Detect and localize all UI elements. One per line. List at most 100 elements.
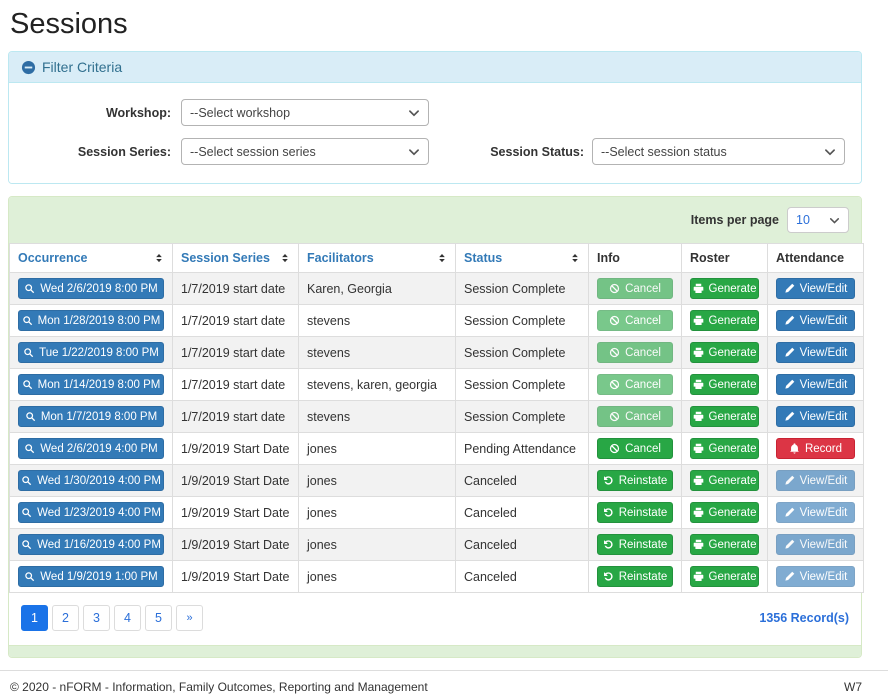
column-header-roster: Roster xyxy=(682,244,768,273)
printer-icon xyxy=(693,347,704,358)
session-series-cell: 1/7/2019 start date xyxy=(173,337,299,369)
generate-button[interactable]: Generate xyxy=(690,470,759,491)
reinstate-icon xyxy=(603,571,614,582)
copyright-text: © 2020 - nFORM - Information, Family Out… xyxy=(10,680,428,694)
session-series-cell: 1/9/2019 Start Date xyxy=(173,497,299,529)
table-row: Wed 2/6/2019 4:00 PM 1/9/2019 Start Date… xyxy=(10,433,864,465)
occurrence-button[interactable]: Wed 1/9/2019 1:00 PM xyxy=(18,566,164,587)
column-header-attendance: Attendance xyxy=(768,244,864,273)
generate-button[interactable]: Generate xyxy=(690,310,759,331)
pencil-icon xyxy=(784,379,795,390)
pencil-icon xyxy=(784,571,795,582)
pagination: 1 2 3 4 5 » xyxy=(21,605,203,631)
session-series-select-value: --Select session series xyxy=(190,145,316,159)
view-edit-button[interactable]: View/Edit xyxy=(776,310,855,331)
view-edit-button[interactable]: View/Edit xyxy=(776,278,855,299)
generate-button[interactable]: Generate xyxy=(690,374,759,395)
table-row: Wed 1/30/2019 4:00 PM 1/9/2019 Start Dat… xyxy=(10,465,864,497)
cancel-button[interactable]: Cancel xyxy=(597,438,673,459)
facilitators-cell: stevens xyxy=(299,337,456,369)
occurrence-button[interactable]: Wed 1/16/2019 4:00 PM xyxy=(18,534,164,555)
occurrence-button[interactable]: Tue 1/22/2019 8:00 PM xyxy=(18,342,164,363)
cancel-button: Cancel xyxy=(597,406,673,427)
version-text: W7 xyxy=(844,680,862,694)
occurrence-button[interactable]: Mon 1/7/2019 8:00 PM xyxy=(18,406,164,427)
generate-button[interactable]: Generate xyxy=(690,278,759,299)
session-status-select[interactable]: --Select session status xyxy=(592,138,845,165)
table-heading: Items per page 10 xyxy=(9,197,861,243)
search-icon xyxy=(21,539,32,550)
record-button[interactable]: Record xyxy=(776,438,855,459)
reinstate-button[interactable]: Reinstate xyxy=(597,470,673,491)
pencil-icon xyxy=(784,315,795,326)
column-header-session-series[interactable]: Session Series xyxy=(173,244,299,273)
items-per-page-select[interactable]: 10 xyxy=(787,207,849,233)
session-series-cell: 1/9/2019 Start Date xyxy=(173,465,299,497)
session-series-cell: 1/7/2019 start date xyxy=(173,305,299,337)
generate-button[interactable]: Generate xyxy=(690,502,759,523)
facilitators-cell: jones xyxy=(299,497,456,529)
occurrence-button[interactable]: Mon 1/14/2019 8:00 PM xyxy=(18,374,164,395)
reinstate-button[interactable]: Reinstate xyxy=(597,566,673,587)
column-header-occurrence[interactable]: Occurrence xyxy=(10,244,173,273)
table-row: Wed 2/6/2019 8:00 PM 1/7/2019 start date… xyxy=(10,273,864,305)
panel-footer-strip xyxy=(9,645,861,657)
pagination-row: 1 2 3 4 5 » 1356 Record(s) xyxy=(9,593,861,645)
column-header-status[interactable]: Status xyxy=(456,244,589,273)
facilitators-cell: Karen, Georgia xyxy=(299,273,456,305)
workshop-select[interactable]: --Select workshop xyxy=(181,99,429,126)
table-row: Wed 1/23/2019 4:00 PM 1/9/2019 Start Dat… xyxy=(10,497,864,529)
status-cell: Canceled xyxy=(456,497,589,529)
page-title: Sessions xyxy=(10,8,888,41)
pencil-icon xyxy=(784,539,795,550)
page-button-4[interactable]: 4 xyxy=(114,605,141,631)
generate-button[interactable]: Generate xyxy=(690,534,759,555)
cancel-button: Cancel xyxy=(597,342,673,363)
next-page-button[interactable]: » xyxy=(176,605,203,631)
page-button-5[interactable]: 5 xyxy=(145,605,172,631)
pencil-icon xyxy=(784,283,795,294)
search-icon xyxy=(21,507,32,518)
workshop-select-value: --Select workshop xyxy=(190,106,290,120)
column-header-facilitators[interactable]: Facilitators xyxy=(299,244,456,273)
pencil-icon xyxy=(784,475,795,486)
facilitators-cell: stevens xyxy=(299,401,456,433)
occurrence-button[interactable]: Wed 2/6/2019 8:00 PM xyxy=(18,278,164,299)
generate-button[interactable]: Generate xyxy=(690,342,759,363)
occurrence-button[interactable]: Mon 1/28/2019 8:00 PM xyxy=(18,310,164,331)
occurrence-button[interactable]: Wed 1/30/2019 4:00 PM xyxy=(18,470,164,491)
facilitators-cell: jones xyxy=(299,433,456,465)
workshop-label: Workshop: xyxy=(21,106,171,120)
sessions-table: Occurrence Session Series Facilitators S… xyxy=(9,243,864,593)
page-button-2[interactable]: 2 xyxy=(52,605,79,631)
facilitators-cell: jones xyxy=(299,529,456,561)
filter-criteria-header[interactable]: Filter Criteria xyxy=(9,52,861,83)
page-button-3[interactable]: 3 xyxy=(83,605,110,631)
occurrence-button[interactable]: Wed 2/6/2019 4:00 PM xyxy=(18,438,164,459)
chevron-down-icon xyxy=(408,107,420,119)
reinstate-button[interactable]: Reinstate xyxy=(597,534,673,555)
session-series-cell: 1/9/2019 Start Date xyxy=(173,529,299,561)
generate-button[interactable]: Generate xyxy=(690,406,759,427)
status-cell: Canceled xyxy=(456,529,589,561)
page-button-1[interactable]: 1 xyxy=(21,605,48,631)
generate-button[interactable]: Generate xyxy=(690,566,759,587)
view-edit-button[interactable]: View/Edit xyxy=(776,406,855,427)
session-series-select[interactable]: --Select session series xyxy=(181,138,429,165)
table-row: Tue 1/22/2019 8:00 PM 1/7/2019 start dat… xyxy=(10,337,864,369)
reinstate-button[interactable]: Reinstate xyxy=(597,502,673,523)
generate-button[interactable]: Generate xyxy=(690,438,759,459)
sort-icon xyxy=(280,253,290,263)
search-icon xyxy=(24,443,35,454)
printer-icon xyxy=(693,475,704,486)
chevron-down-icon xyxy=(824,146,836,158)
view-edit-button[interactable]: View/Edit xyxy=(776,342,855,363)
ban-icon xyxy=(609,315,620,326)
search-icon xyxy=(22,315,33,326)
ban-icon xyxy=(609,443,620,454)
cancel-button: Cancel xyxy=(597,310,673,331)
view-edit-button[interactable]: View/Edit xyxy=(776,374,855,395)
occurrence-button[interactable]: Wed 1/23/2019 4:00 PM xyxy=(18,502,164,523)
collapse-minus-icon[interactable] xyxy=(21,60,36,75)
filter-criteria-label: Filter Criteria xyxy=(42,59,122,75)
